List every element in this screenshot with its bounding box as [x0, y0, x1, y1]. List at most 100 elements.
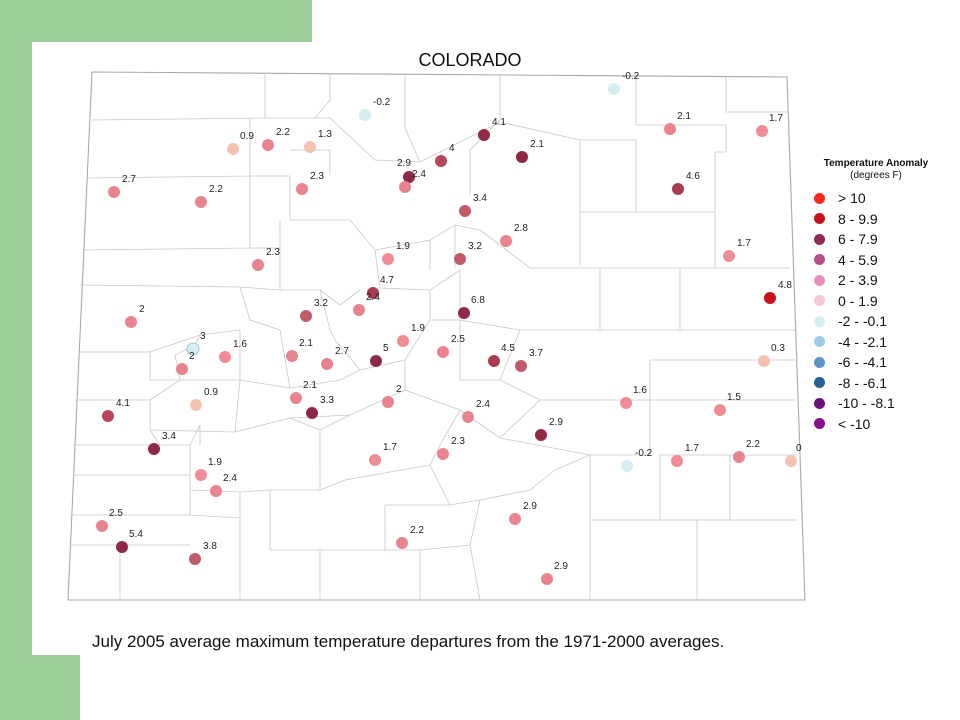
legend-item: 2 - 3.9	[806, 270, 946, 291]
legend-item: 4 - 5.9	[806, 250, 946, 271]
station-marker	[764, 292, 776, 304]
legend-label: 8 - 9.9	[838, 210, 878, 227]
county-boundaries	[67, 71, 806, 601]
station-marker	[758, 355, 770, 367]
station-marker	[189, 553, 201, 565]
station-value-label: 2	[396, 384, 402, 395]
station-marker	[535, 429, 547, 441]
background-band-bottom	[0, 655, 80, 720]
station-marker	[116, 541, 128, 553]
legend-label: -4 - -2.1	[838, 333, 888, 350]
station-marker	[714, 404, 726, 416]
station-marker	[541, 573, 553, 585]
legend-swatch	[814, 377, 825, 389]
station-marker	[369, 454, 381, 466]
station-marker	[382, 396, 394, 408]
station-value-label: 2.1	[299, 338, 313, 349]
legend-swatch	[814, 213, 825, 225]
station-marker	[723, 250, 735, 262]
station-value-label: 4.1	[116, 398, 130, 409]
station-value-label: 1.7	[685, 443, 699, 454]
station-marker	[382, 253, 394, 265]
station-marker	[227, 143, 239, 155]
station-value-label: 1.5	[727, 392, 741, 403]
station-value-label: 2.3	[451, 436, 465, 447]
station-marker	[621, 460, 633, 472]
station-value-label: 1.7	[769, 113, 783, 124]
station-value-label: 2.7	[335, 346, 349, 357]
station-marker	[516, 151, 528, 163]
station-marker	[304, 141, 316, 153]
legend-swatch	[814, 397, 825, 409]
station-marker	[608, 83, 620, 95]
station-value-label: 2.5	[109, 508, 123, 519]
legend-swatch	[814, 356, 825, 368]
station-marker	[262, 139, 274, 151]
station-marker	[437, 346, 449, 358]
station-value-label: 1.7	[383, 442, 397, 453]
station-marker	[370, 355, 382, 367]
station-value-label: 3.4	[162, 431, 176, 442]
station-value-label: 2.1	[530, 139, 544, 150]
station-value-label: 5	[383, 343, 389, 354]
station-value-label: 2.9	[549, 417, 563, 428]
station-value-label: 4	[449, 143, 455, 154]
station-value-label: 1.3	[318, 129, 332, 140]
station-marker	[102, 410, 114, 422]
station-value-label: 2.7	[122, 174, 136, 185]
legend-label: -10 - -8.1	[838, 395, 895, 412]
station-value-label: 2.3	[266, 247, 280, 258]
legend-item: -8 - -6.1	[806, 373, 946, 394]
station-marker	[195, 196, 207, 208]
station-value-label: 3.7	[529, 348, 543, 359]
station-marker	[396, 537, 408, 549]
station-value-label: 2.9	[397, 158, 411, 169]
station-value-label: 2.2	[209, 184, 223, 195]
station-marker	[195, 469, 207, 481]
legend-label: 2 - 3.9	[838, 272, 878, 289]
station-marker	[437, 448, 449, 460]
station-marker	[397, 335, 409, 347]
station-marker	[458, 307, 470, 319]
station-marker	[108, 186, 120, 198]
legend-label: -2 - -0.1	[838, 313, 888, 330]
station-marker	[488, 355, 500, 367]
station-value-label: 1.9	[411, 323, 425, 334]
legend-label: > 10	[838, 190, 866, 207]
station-marker	[515, 360, 527, 372]
legend-item: 6 - 7.9	[806, 229, 946, 250]
station-value-label: 2.2	[410, 525, 424, 536]
station-marker	[459, 205, 471, 217]
station-marker	[462, 411, 474, 423]
station-value-label: 2.5	[451, 334, 465, 345]
station-markers: -0.22.1 1.7-0.24.12.10.9 2.2 1.342.92.42.72…	[96, 71, 802, 585]
legend-swatch	[814, 192, 825, 204]
station-marker	[210, 485, 222, 497]
legend-swatch	[814, 336, 825, 348]
station-marker	[756, 125, 768, 137]
station-marker	[296, 183, 308, 195]
station-value-label: 2	[189, 351, 195, 362]
legend-swatch	[814, 295, 825, 307]
legend-swatch	[814, 418, 825, 430]
station-value-label: 2.3	[310, 171, 324, 182]
station-value-label: -0.2	[622, 71, 640, 82]
station-marker	[353, 304, 365, 316]
station-value-label: 4.7	[380, 275, 394, 286]
map-caption: July 2005 average maximum temperature de…	[92, 632, 725, 651]
legend-subtitle: (degrees F)	[850, 170, 902, 181]
station-marker	[785, 455, 797, 467]
station-marker	[509, 513, 521, 525]
station-marker	[367, 287, 379, 299]
station-value-label: 0	[796, 443, 802, 454]
legend-label: -6 - -4.1	[838, 354, 888, 371]
station-marker	[733, 451, 745, 463]
station-value-label: 3	[200, 331, 206, 342]
station-value-label: -0.2	[373, 97, 391, 108]
station-marker	[125, 316, 137, 328]
station-marker	[500, 235, 512, 247]
station-value-label: 2.1	[677, 111, 691, 122]
legend-swatch	[814, 315, 825, 327]
station-value-label: 3.2	[468, 241, 482, 252]
